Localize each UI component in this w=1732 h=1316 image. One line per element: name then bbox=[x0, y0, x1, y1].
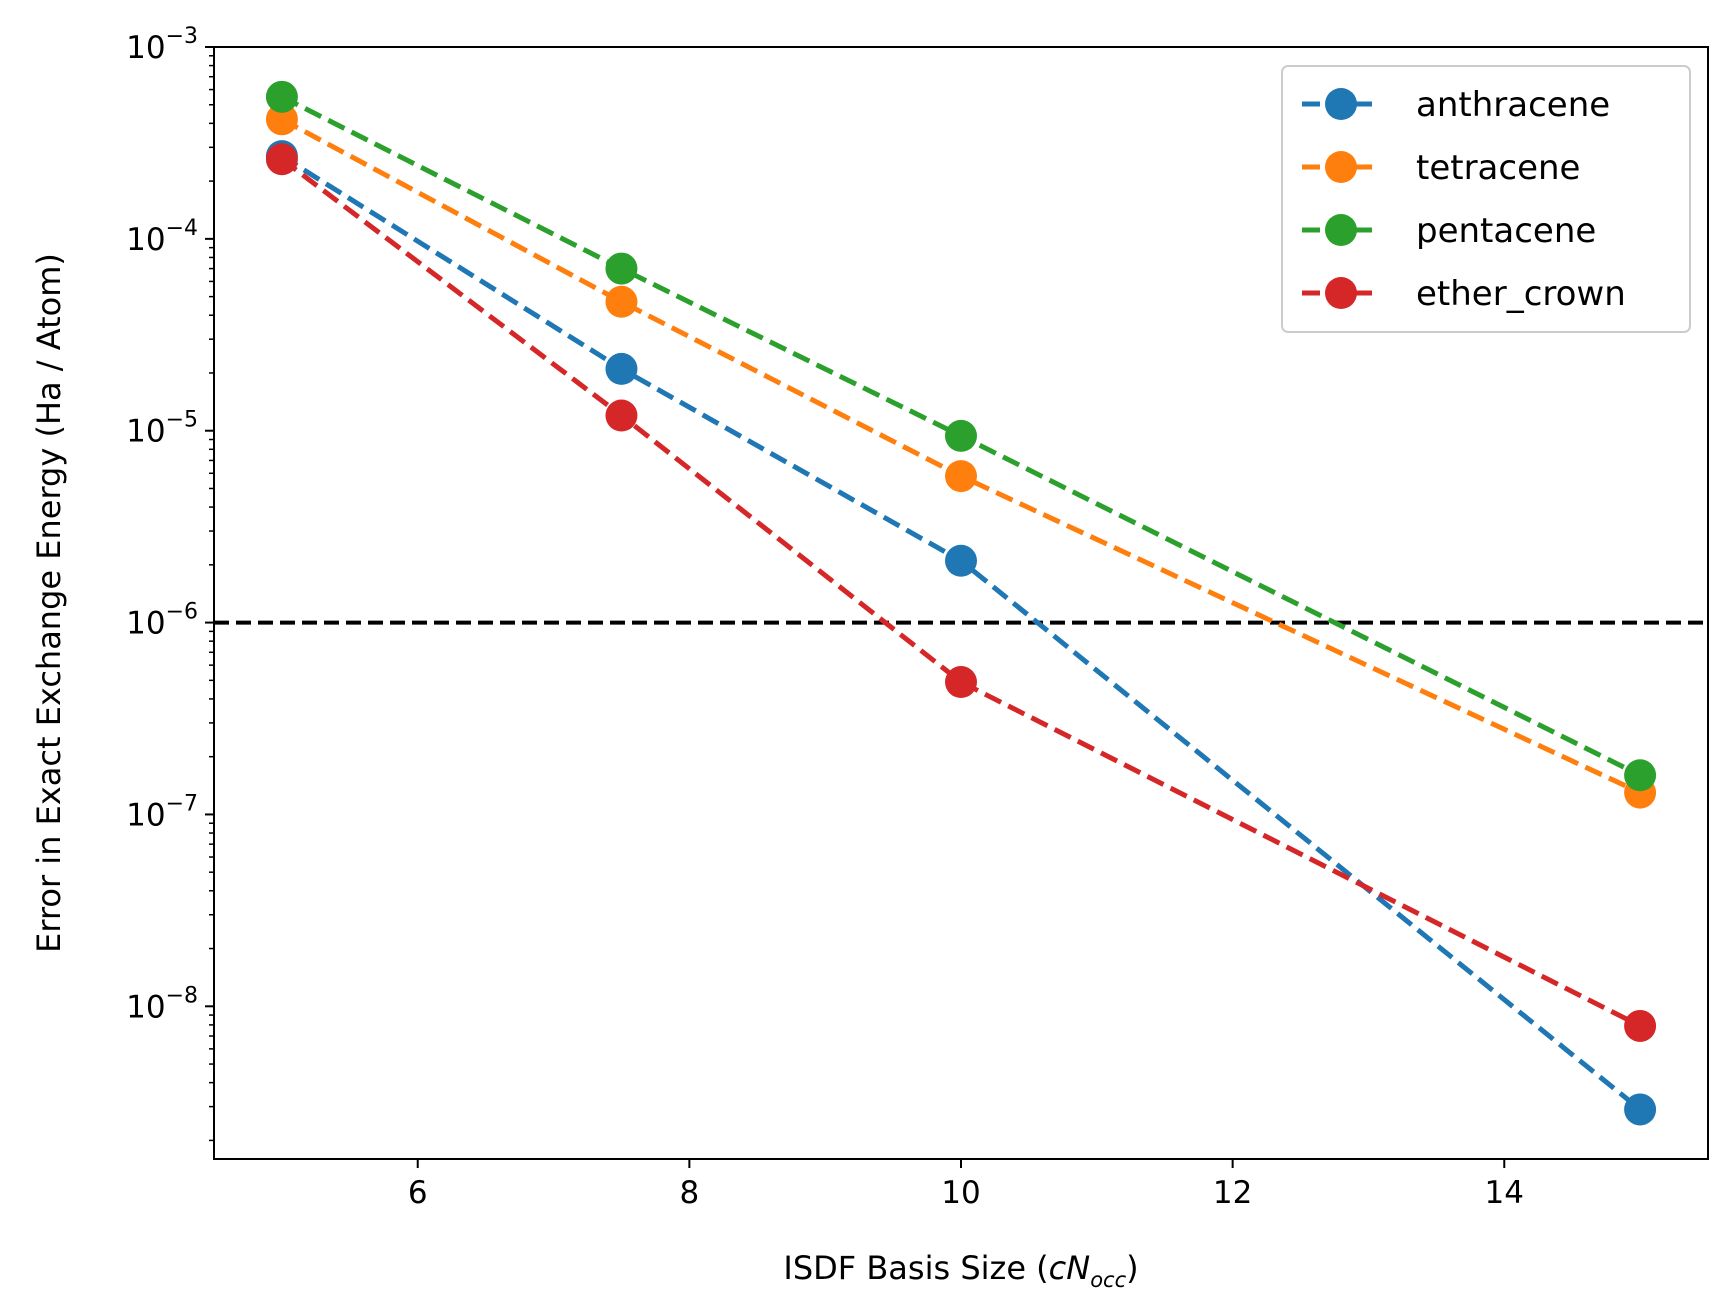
x-tick-label: 6 bbox=[408, 1175, 428, 1211]
series-tetracene bbox=[265, 103, 1657, 809]
x-axis: 6 8 10 12 14 bbox=[408, 1159, 1524, 1211]
x-tick-label: 14 bbox=[1485, 1175, 1524, 1211]
series-line-pentacene bbox=[280, 94, 1642, 778]
x-tick-label: 10 bbox=[941, 1175, 980, 1211]
data-point-anthracene bbox=[605, 352, 638, 385]
legend-label: ether_crown bbox=[1416, 274, 1626, 314]
data-point-ether_crown bbox=[1624, 1009, 1657, 1042]
x-tick-label: 8 bbox=[679, 1175, 699, 1211]
data-point-anthracene bbox=[945, 544, 977, 577]
y-tick-label: 10−4 bbox=[126, 216, 198, 258]
legend-item-ether_crown: ether_crown bbox=[1302, 274, 1626, 314]
legend-swatch-marker bbox=[1325, 88, 1357, 120]
y-tick-label: 10−5 bbox=[126, 408, 198, 450]
y-tick-label: 10−3 bbox=[126, 24, 198, 66]
legend: anthracene tetracene pentacene ether_crown bbox=[1281, 65, 1691, 333]
series-group bbox=[265, 80, 1657, 1126]
data-point-pentacene bbox=[1624, 759, 1657, 792]
y-axis-label: Error in Exact Exchange Energy (Ha / Ato… bbox=[30, 253, 68, 953]
legend-label: tetracene bbox=[1416, 148, 1580, 188]
legend-label: anthracene bbox=[1416, 85, 1610, 125]
y-axis: 10−8 10−7 10−6 10−5 10−4 10−3 bbox=[126, 24, 214, 1142]
y-tick-label: 10−7 bbox=[126, 791, 198, 833]
data-point-ether_crown bbox=[605, 399, 638, 432]
data-point-pentacene bbox=[945, 419, 977, 452]
x-tick-label: 12 bbox=[1213, 1175, 1252, 1211]
legend-swatch-marker bbox=[1325, 277, 1357, 309]
data-point-tetracene bbox=[945, 460, 977, 493]
data-point-pentacene bbox=[265, 80, 298, 113]
legend-swatch-marker bbox=[1325, 214, 1357, 246]
legend-item-anthracene: anthracene bbox=[1302, 85, 1610, 125]
legend-item-tetracene: tetracene bbox=[1302, 148, 1580, 188]
legend-label: pentacene bbox=[1416, 211, 1596, 251]
legend-swatch-marker bbox=[1325, 151, 1357, 183]
series-pentacene bbox=[265, 80, 1657, 792]
data-point-tetracene bbox=[605, 285, 638, 318]
y-tick-label: 10−8 bbox=[126, 983, 198, 1025]
x-axis-label: ISDF Basis Size (cNocc) bbox=[783, 1249, 1138, 1292]
data-point-pentacene bbox=[605, 252, 638, 285]
data-point-ether_crown bbox=[265, 143, 298, 176]
legend-item-pentacene: pentacene bbox=[1302, 211, 1596, 251]
series-ether_crown bbox=[265, 143, 1657, 1042]
data-point-ether_crown bbox=[945, 666, 977, 699]
data-point-anthracene bbox=[1624, 1093, 1657, 1126]
y-tick-label: 10−6 bbox=[126, 600, 198, 642]
legend-frame bbox=[1281, 65, 1691, 333]
series-line-ether_crown bbox=[280, 157, 1642, 1029]
series-line-tetracene bbox=[280, 117, 1642, 795]
data-point-tetracene bbox=[265, 103, 298, 136]
series-line-anthracene bbox=[280, 153, 1642, 1112]
